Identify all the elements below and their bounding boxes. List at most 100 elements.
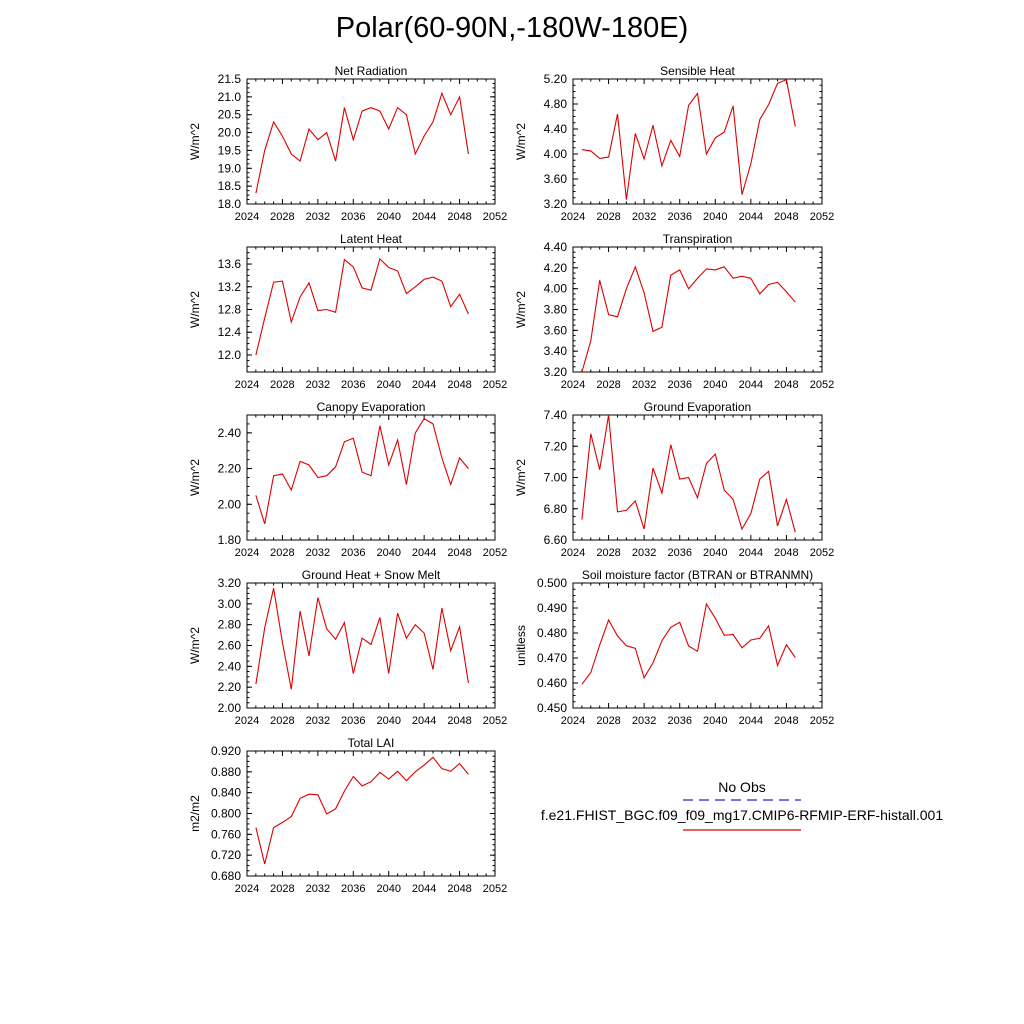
panel-title: Latent Heat	[340, 232, 403, 246]
y-tick-label: 2.20	[218, 462, 242, 476]
x-tick-label: 2032	[632, 715, 656, 727]
y-tick-label: 20.0	[218, 126, 242, 140]
x-tick-label: 2028	[270, 715, 294, 727]
y-tick-label: 2.20	[218, 680, 242, 694]
y-tick-label: 21.5	[218, 72, 242, 86]
y-tick-label: 0.760	[211, 827, 241, 841]
y-axis-label: m2/m2	[188, 795, 202, 832]
y-tick-label: 3.40	[544, 344, 568, 358]
y-tick-label: 0.800	[211, 807, 241, 821]
x-tick-label: 2036	[667, 379, 691, 391]
y-tick-label: 0.720	[211, 848, 241, 862]
y-tick-label: 18.0	[218, 197, 242, 211]
x-tick-label: 2024	[235, 379, 259, 391]
y-tick-label: 1.80	[218, 533, 242, 547]
y-tick-label: 12.4	[218, 325, 242, 339]
panel-2: Sensible Heat W/m^2 2024 2028 2032 2036 2040 20…	[514, 64, 834, 223]
x-tick-label: 2048	[447, 379, 471, 391]
y-axis-label: unitless	[514, 625, 528, 666]
x-tick-label: 2052	[483, 547, 507, 559]
y-tick-label: 12.8	[218, 303, 242, 317]
x-tick-label: 2024	[235, 715, 259, 727]
y-tick-label: 4.20	[544, 261, 568, 275]
series-line	[581, 265, 796, 373]
series-line	[255, 756, 469, 865]
x-tick-label: 2040	[376, 715, 400, 727]
x-tick-label: 2048	[447, 715, 471, 727]
x-tick-label: 2028	[270, 379, 294, 391]
plot-frame	[246, 582, 496, 709]
x-tick-label: 2032	[306, 211, 330, 223]
y-tick-label: 0.840	[211, 786, 241, 800]
x-tick-label: 2028	[270, 883, 294, 895]
panel-title: Ground Evaporation	[644, 400, 751, 414]
x-tick-label: 2040	[703, 547, 727, 559]
x-tick-label: 2028	[596, 547, 620, 559]
panel-1: Net Radiation W/m^2 2024 2028 2032 2036 2040 20…	[188, 64, 507, 223]
y-tick-label: 0.920	[211, 744, 241, 758]
x-tick-label: 2048	[447, 211, 471, 223]
y-tick-label: 0.450	[537, 701, 567, 715]
x-tick-label: 2024	[235, 883, 259, 895]
x-tick-label: 2024	[561, 715, 585, 727]
y-tick-label: 2.00	[218, 701, 242, 715]
x-tick-label: 2040	[703, 211, 727, 223]
y-tick-label: 0.490	[537, 601, 567, 615]
y-axis-label: W/m^2	[514, 123, 528, 160]
x-tick-label: 2044	[739, 715, 763, 727]
x-tick-label: 2052	[810, 715, 834, 727]
y-tick-label: 0.880	[211, 765, 241, 779]
y-tick-label: 4.40	[544, 240, 568, 254]
y-tick-label: 5.20	[544, 72, 568, 86]
y-tick-label: 3.20	[218, 576, 242, 590]
x-tick-label: 2040	[376, 547, 400, 559]
y-tick-label: 20.5	[218, 108, 242, 122]
y-tick-label: 2.60	[218, 639, 242, 653]
y-tick-label: 0.680	[211, 869, 241, 883]
y-axis-label: W/m^2	[514, 291, 528, 328]
x-tick-label: 2052	[810, 547, 834, 559]
panel-title: Net Radiation	[335, 64, 408, 78]
y-tick-label: 2.80	[218, 618, 242, 632]
series-line	[581, 602, 796, 685]
y-tick-label: 4.80	[544, 97, 568, 111]
y-tick-label: 4.40	[544, 122, 568, 136]
x-tick-label: 2032	[306, 547, 330, 559]
y-tick-label: 2.40	[218, 426, 242, 440]
x-tick-label: 2036	[667, 715, 691, 727]
panel-6: Ground Evaporation W/m^2 2024 2028 2032 2036 2…	[514, 400, 834, 559]
panel-title: Soil moisture factor (BTRAN or BTRANMN)	[582, 568, 813, 582]
y-tick-label: 4.00	[544, 147, 568, 161]
x-tick-label: 2032	[306, 715, 330, 727]
panel-8: Soil moisture factor (BTRAN or BTRANMN) u…	[514, 568, 834, 727]
x-tick-label: 2044	[412, 211, 436, 223]
series-line	[581, 414, 796, 533]
x-tick-label: 2024	[561, 379, 585, 391]
y-axis-label: W/m^2	[188, 291, 202, 328]
x-tick-label: 2044	[412, 379, 436, 391]
plot-frame	[246, 78, 496, 205]
y-tick-label: 7.00	[544, 471, 568, 485]
x-tick-label: 2044	[412, 883, 436, 895]
x-tick-label: 2044	[739, 547, 763, 559]
plot-frame	[246, 246, 496, 373]
legend-case-label: f.e21.FHIST_BGC.f09_f09_mg17.CMIP6-RFMIP…	[540, 807, 944, 823]
x-tick-label: 2052	[810, 379, 834, 391]
panel-3: Latent Heat W/m^2 2024 2028 2032 2036 2040 2044…	[188, 232, 507, 391]
plot-frame	[572, 582, 823, 709]
x-tick-label: 2032	[306, 883, 330, 895]
x-tick-label: 2044	[412, 715, 436, 727]
series-line	[255, 588, 469, 690]
x-tick-label: 2048	[774, 211, 798, 223]
y-tick-label: 0.470	[537, 651, 567, 665]
y-tick-label: 0.460	[537, 676, 567, 690]
series-line	[255, 417, 469, 525]
y-tick-label: 7.40	[544, 408, 568, 422]
y-tick-label: 19.0	[218, 161, 242, 175]
x-tick-label: 2024	[235, 547, 259, 559]
x-tick-label: 2052	[810, 211, 834, 223]
x-tick-label: 2024	[235, 211, 259, 223]
y-tick-label: 13.2	[218, 280, 242, 294]
x-tick-label: 2028	[596, 715, 620, 727]
